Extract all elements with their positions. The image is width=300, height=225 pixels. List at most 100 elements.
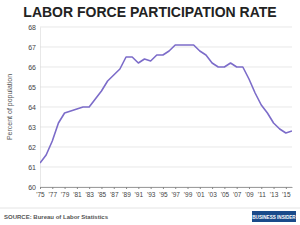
x-tick-mark	[151, 187, 152, 189]
x-tick: '75	[36, 187, 45, 198]
grid-line	[40, 147, 292, 148]
x-tick-mark	[261, 187, 262, 189]
grid-line	[40, 27, 292, 28]
grid-line	[40, 167, 292, 168]
x-tick-mark	[77, 187, 78, 189]
source: SOURCE: Bureau of Labor Statistics	[4, 214, 109, 220]
grid-line	[40, 67, 292, 68]
x-tick-label: '75	[36, 191, 45, 198]
x-axis-line	[41, 187, 293, 188]
background	[0, 0, 300, 225]
x-tick-label: '09	[245, 191, 254, 198]
y-tick: 64	[28, 104, 40, 111]
y-axis-line	[40, 28, 41, 188]
x-tick-mark	[138, 187, 139, 189]
x-tick-label: '11	[258, 191, 266, 198]
x-tick-mark	[249, 187, 250, 189]
x-tick: '05	[221, 187, 230, 198]
x-tick-mark	[188, 187, 189, 189]
x-tick: '99	[184, 187, 193, 198]
y-tick-label: 68	[28, 24, 36, 31]
x-tick: '85	[98, 187, 107, 198]
y-tick: 62	[28, 144, 40, 151]
y-tick-label: 67	[28, 44, 36, 51]
x-axis: '75'77'79'81'83'85'87'89'91'93'95'97'99'…	[36, 187, 292, 198]
x-tick-label: '91	[135, 191, 144, 198]
x-tick: '79	[61, 187, 70, 198]
y-tick-label: 66	[28, 64, 36, 71]
x-tick-label: '95	[159, 191, 168, 198]
x-tick-mark	[114, 187, 115, 189]
x-tick: '03	[208, 187, 217, 198]
x-tick-label: '05	[221, 191, 230, 198]
grid-line	[40, 87, 292, 88]
x-tick-label: '07	[233, 191, 242, 198]
x-tick: '83	[85, 187, 94, 198]
y-tick: 66	[28, 64, 40, 71]
line	[40, 45, 292, 163]
x-tick: '87	[110, 187, 119, 198]
x-tick-mark	[65, 187, 66, 189]
y-tick-label: 63	[28, 124, 36, 131]
y-tick-label: 62	[28, 144, 36, 151]
x-tick-label: '83	[85, 191, 94, 198]
x-tick-label: '77	[49, 191, 58, 198]
title: LABOR FORCE PARTICIPATION RATE	[23, 4, 276, 20]
x-tick: '77	[49, 187, 58, 198]
y-tick: 65	[28, 84, 40, 91]
logo: BUSINESS INSIDER	[252, 215, 296, 220]
x-tick: '13	[270, 187, 279, 198]
grid-line	[40, 127, 292, 128]
x-tick-label: '01	[196, 191, 205, 198]
x-tick-label: '03	[208, 191, 217, 198]
x-tick-mark	[212, 187, 213, 189]
x-tick-label: '15	[282, 191, 291, 198]
x-tick: '11	[258, 187, 266, 198]
x-tick-label: '85	[98, 191, 107, 198]
x-tick-mark	[89, 187, 90, 189]
x-tick-mark	[163, 187, 164, 189]
x-tick-label: '87	[110, 191, 119, 198]
x-tick: '93	[147, 187, 156, 198]
x-tick-mark	[40, 187, 41, 189]
x-tick: '95	[159, 187, 168, 198]
logo-box	[252, 211, 296, 222]
chart: LABOR FORCE PARTICIPATION RATE6061626364…	[0, 0, 300, 225]
x-tick-label: '97	[171, 191, 180, 198]
y-tick: 61	[28, 164, 40, 171]
x-tick: '89	[122, 187, 131, 198]
plot: 606162636465666768'75'77'79'81'83'85'87'…	[28, 24, 292, 198]
x-tick: '01	[196, 187, 205, 198]
y-tick: 63	[28, 124, 40, 131]
x-tick: '09	[245, 187, 254, 198]
x-tick-mark	[101, 187, 102, 189]
x-tick-mark	[237, 187, 238, 189]
y-tick-label: 61	[28, 164, 36, 171]
footer-rule	[0, 208, 300, 209]
x-tick-label: '81	[73, 191, 82, 198]
x-tick-mark	[224, 187, 225, 189]
y-axis: 606162636465666768	[28, 24, 40, 191]
y-axis-title: Percent of population	[6, 74, 14, 140]
y-tick: 68	[28, 24, 40, 31]
x-tick-label: '13	[270, 191, 279, 198]
x-tick-mark	[126, 187, 127, 189]
x-tick-label: '99	[184, 191, 193, 198]
marks	[40, 45, 292, 163]
x-tick: '97	[171, 187, 180, 198]
y-tick-label: 64	[28, 104, 36, 111]
y-tick: 67	[28, 44, 40, 51]
grid-line	[40, 107, 292, 108]
x-tick-mark	[175, 187, 176, 189]
x-tick: '15	[282, 187, 291, 198]
x-tick-mark	[200, 187, 201, 189]
x-tick-mark	[52, 187, 53, 189]
x-tick: '07	[233, 187, 242, 198]
x-tick-label: '79	[61, 191, 70, 198]
x-tick-mark	[286, 187, 287, 189]
x-tick-mark	[274, 187, 275, 189]
x-tick-label: '89	[122, 191, 131, 198]
grid-line	[40, 47, 292, 48]
x-tick: '91	[135, 187, 144, 198]
grid	[40, 27, 292, 187]
